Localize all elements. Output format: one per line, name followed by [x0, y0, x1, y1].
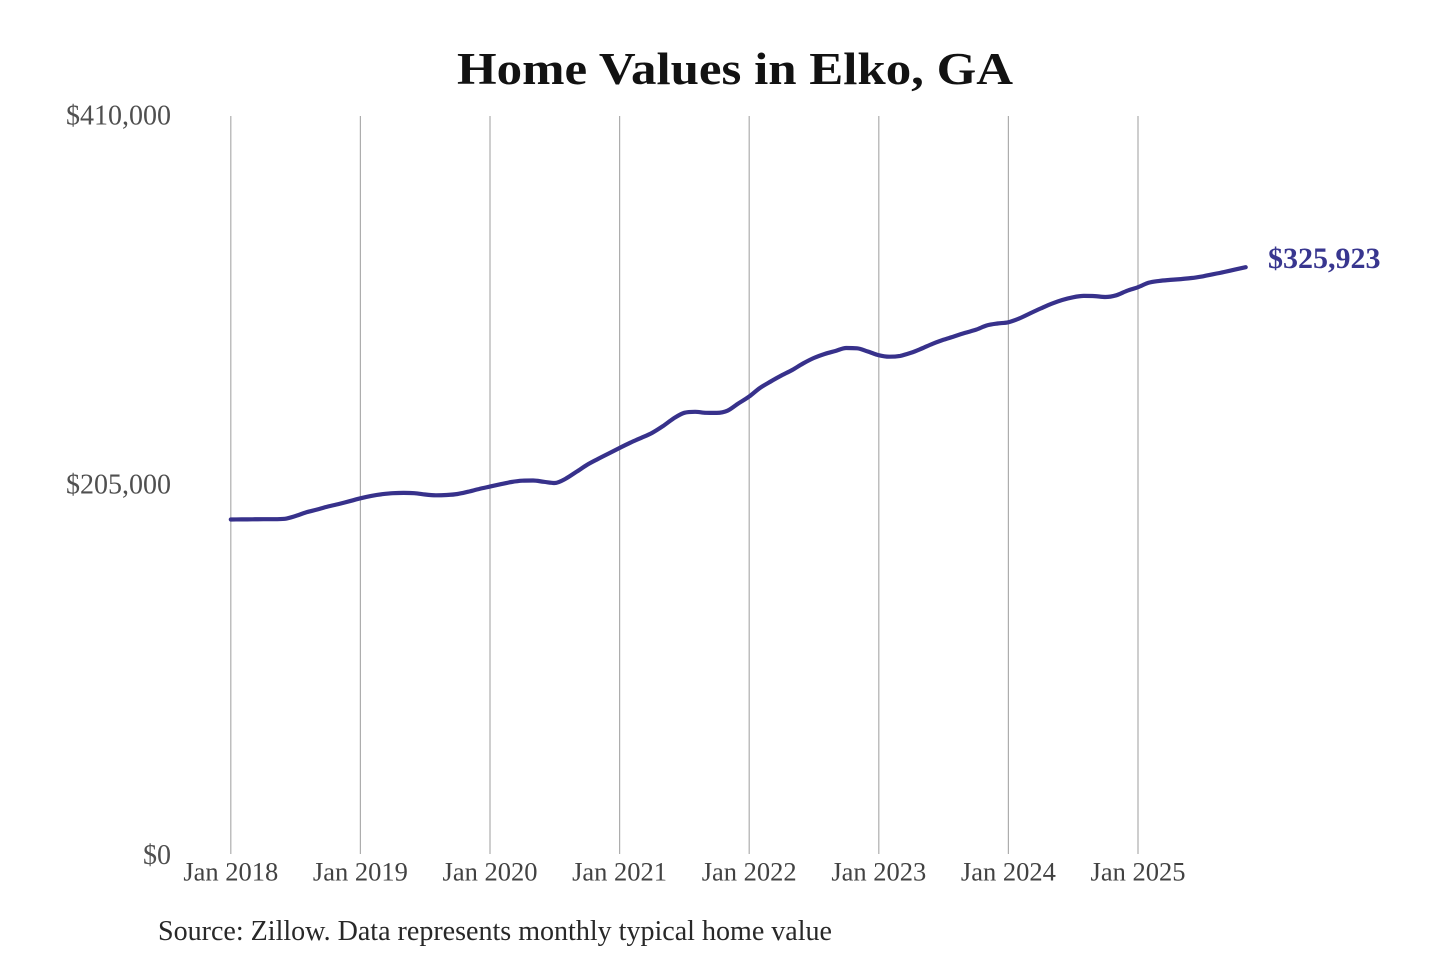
svg-text:Jan 2022: Jan 2022 [702, 857, 797, 887]
svg-text:$0: $0 [143, 840, 171, 871]
svg-text:Jan 2018: Jan 2018 [183, 857, 278, 887]
svg-text:$205,000: $205,000 [66, 470, 171, 501]
svg-text:Home Values in Elko, GA: Home Values in Elko, GA [457, 44, 1014, 94]
svg-text:Source: Zillow. Data represent: Source: Zillow. Data represents monthly … [158, 916, 832, 947]
svg-text:Jan 2025: Jan 2025 [1091, 857, 1186, 887]
svg-text:$410,000: $410,000 [66, 101, 171, 132]
svg-text:Jan 2019: Jan 2019 [313, 857, 408, 887]
svg-text:Jan 2020: Jan 2020 [443, 857, 538, 887]
svg-text:Jan 2023: Jan 2023 [831, 857, 926, 887]
svg-text:Jan 2021: Jan 2021 [572, 857, 667, 887]
svg-text:Jan 2024: Jan 2024 [961, 857, 1056, 887]
svg-text:$325,923: $325,923 [1268, 242, 1381, 275]
